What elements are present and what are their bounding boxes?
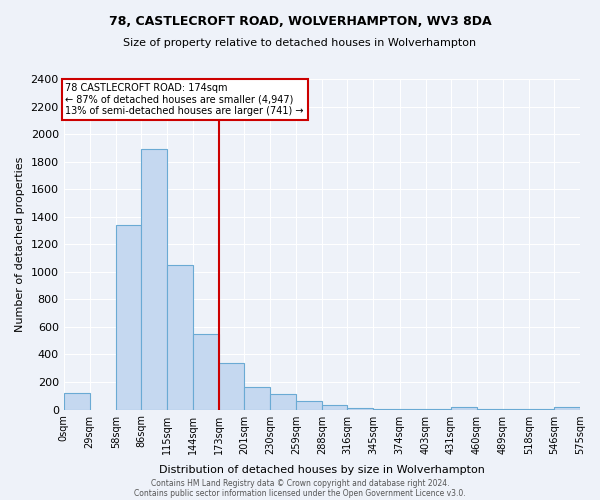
- Bar: [244, 388, 270, 409]
- Bar: [167, 265, 193, 410]
- Bar: [116, 225, 141, 410]
- Bar: [322, 404, 347, 409]
- Text: 78, CASTLECROFT ROAD, WOLVERHAMPTON, WV3 8DA: 78, CASTLECROFT ROAD, WOLVERHAMPTON, WV3…: [109, 15, 491, 28]
- Bar: [296, 400, 322, 409]
- Bar: [425, 409, 451, 410]
- Bar: [554, 408, 580, 410]
- Bar: [270, 394, 296, 409]
- Bar: [373, 409, 400, 410]
- Bar: [347, 408, 373, 410]
- Text: Contains public sector information licensed under the Open Government Licence v3: Contains public sector information licen…: [134, 488, 466, 498]
- Bar: [400, 409, 425, 410]
- Y-axis label: Number of detached properties: Number of detached properties: [15, 156, 25, 332]
- Bar: [219, 362, 244, 410]
- Bar: [451, 407, 477, 410]
- X-axis label: Distribution of detached houses by size in Wolverhampton: Distribution of detached houses by size …: [159, 465, 485, 475]
- Bar: [503, 409, 529, 410]
- Bar: [193, 334, 219, 409]
- Bar: [529, 409, 554, 410]
- Bar: [477, 409, 503, 410]
- Bar: [141, 149, 167, 409]
- Bar: [64, 393, 90, 409]
- Text: 78 CASTLECROFT ROAD: 174sqm
← 87% of detached houses are smaller (4,947)
13% of : 78 CASTLECROFT ROAD: 174sqm ← 87% of det…: [65, 83, 304, 116]
- Text: Contains HM Land Registry data © Crown copyright and database right 2024.: Contains HM Land Registry data © Crown c…: [151, 478, 449, 488]
- Text: Size of property relative to detached houses in Wolverhampton: Size of property relative to detached ho…: [124, 38, 476, 48]
